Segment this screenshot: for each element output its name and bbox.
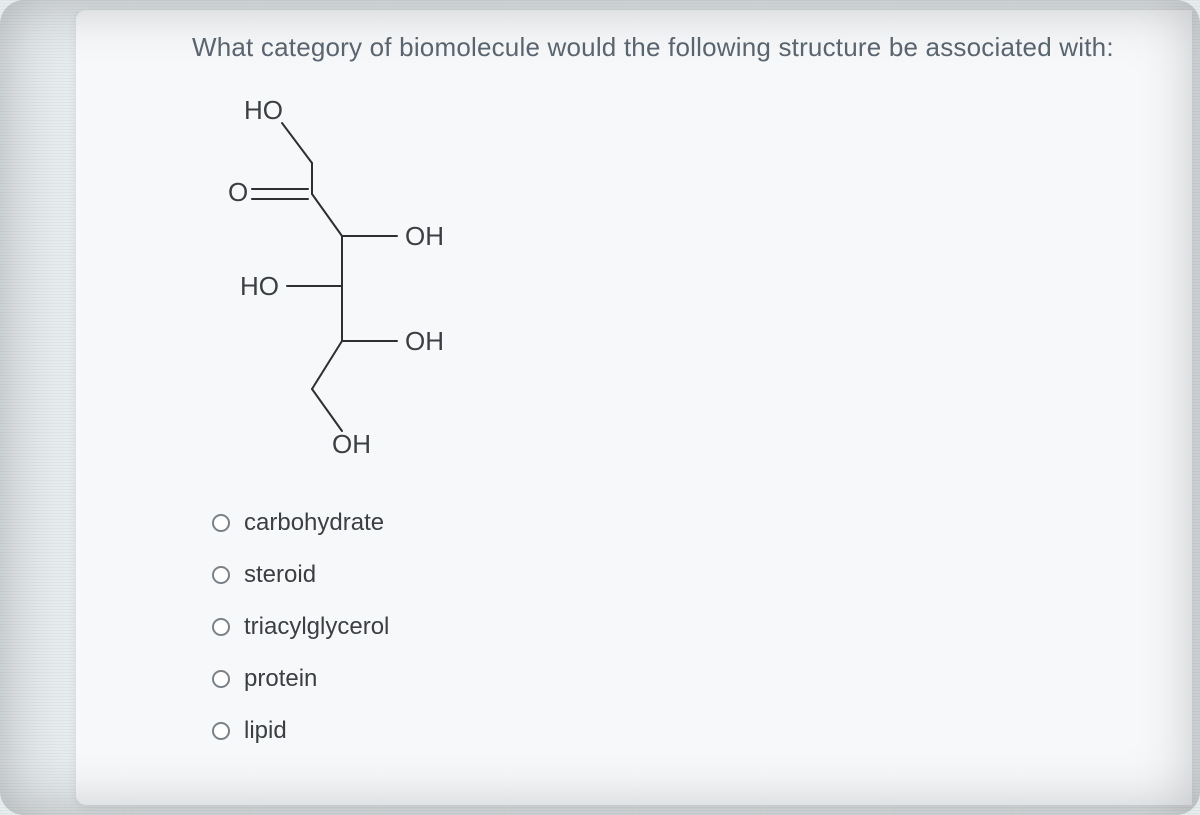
radio-icon — [212, 514, 230, 532]
radio-icon — [212, 566, 230, 584]
chemical-structure: HO O OH HO OH OH — [182, 81, 482, 501]
answer-options: carbohydrate steroid triacylglycerol pro… — [212, 509, 1168, 745]
option-lipid[interactable]: lipid — [212, 717, 1168, 745]
label-ho-c4: HO — [240, 271, 279, 302]
option-triacylglycerol[interactable]: triacylglycerol — [212, 613, 1168, 641]
option-protein[interactable]: protein — [212, 665, 1168, 693]
option-label: steroid — [244, 561, 316, 589]
radio-icon — [212, 670, 230, 688]
option-label: carbohydrate — [244, 509, 384, 537]
option-steroid[interactable]: steroid — [212, 561, 1168, 589]
option-label: triacylglycerol — [244, 613, 389, 641]
radio-icon — [212, 722, 230, 740]
option-carbohydrate[interactable]: carbohydrate — [212, 509, 1168, 537]
label-oh-bottom: OH — [332, 429, 371, 460]
radio-icon — [212, 618, 230, 636]
label-o-double: O — [228, 177, 248, 208]
question-prompt: What category of biomolecule would the f… — [192, 32, 1168, 63]
label-oh-c5: OH — [405, 326, 444, 357]
label-oh-c3: OH — [405, 221, 444, 252]
question-card: What category of biomolecule would the f… — [76, 10, 1192, 805]
option-label: lipid — [244, 717, 287, 745]
label-ho-top: HO — [244, 95, 283, 126]
option-label: protein — [244, 665, 317, 693]
